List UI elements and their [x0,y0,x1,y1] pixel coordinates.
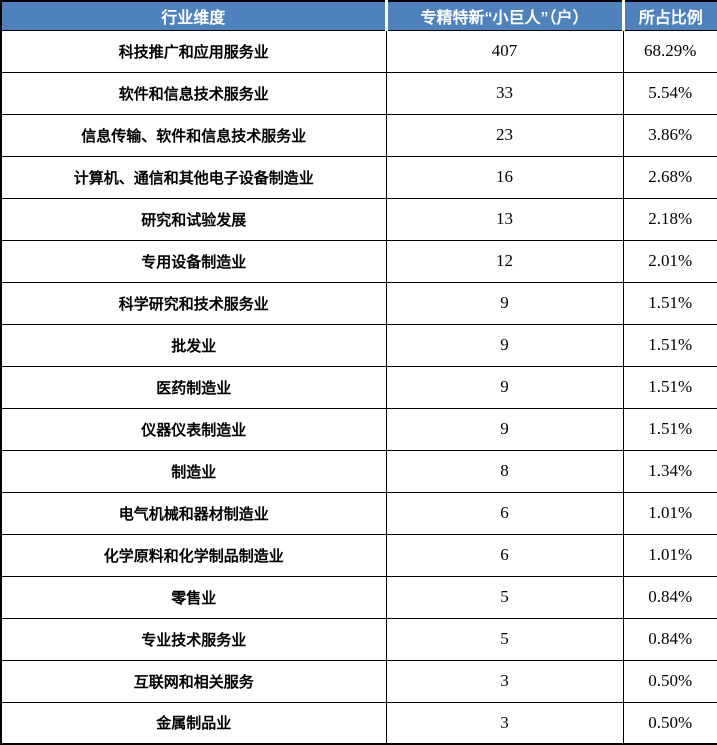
table-row: 电气机械和器材制造业 6 1.01% [0,491,717,535]
cell-count: 8 [385,449,624,493]
cell-count: 13 [385,197,624,241]
cell-count: 33 [385,71,624,115]
cell-industry: 专用设备制造业 [0,239,387,283]
cell-count: 3 [385,701,624,745]
cell-industry: 电气机械和器材制造业 [0,491,387,535]
cell-industry: 仪器仪表制造业 [0,407,387,451]
header-row: 行业维度 专精特新“小巨人”（户） 所占比例 [0,0,717,31]
cell-count: 6 [385,491,624,535]
header-little-giant-count: 专精特新“小巨人”（户） [384,0,624,31]
table-row: 金属制品业 3 0.50% [0,701,717,745]
table-body: 科技推广和应用服务业 407 68.29% 软件和信息技术服务业 33 5.54% 信息传输… [0,29,717,745]
cell-industry: 零售业 [0,575,387,619]
cell-ratio: 2.68% [622,155,717,199]
table-row: 仪器仪表制造业 9 1.51% [0,407,717,451]
table-row: 专用设备制造业 12 2.01% [0,239,717,283]
cell-ratio: 1.51% [622,365,717,409]
cell-industry: 计算机、通信和其他电子设备制造业 [0,155,387,199]
table-row: 计算机、通信和其他电子设备制造业 16 2.68% [0,155,717,199]
cell-ratio: 1.51% [622,281,717,325]
header-ratio: 所占比例 [621,0,717,31]
table-row: 医药制造业 9 1.51% [0,365,717,409]
cell-industry: 制造业 [0,449,387,493]
cell-ratio: 5.54% [622,71,717,115]
cell-ratio: 0.84% [622,575,717,619]
cell-ratio: 1.01% [622,533,717,577]
cell-ratio: 68.29% [622,29,717,73]
cell-count: 9 [385,365,624,409]
table-row: 软件和信息技术服务业 33 5.54% [0,71,717,115]
cell-industry: 批发业 [0,323,387,367]
cell-ratio: 1.51% [622,323,717,367]
table-row: 专业技术服务业 5 0.84% [0,617,717,661]
cell-industry: 医药制造业 [0,365,387,409]
cell-industry: 信息传输、软件和信息技术服务业 [0,113,387,157]
cell-ratio: 0.50% [622,701,717,745]
table-row: 互联网和相关服务 3 0.50% [0,659,717,703]
cell-industry: 金属制品业 [0,701,387,745]
table-row: 零售业 5 0.84% [0,575,717,619]
cell-ratio: 1.01% [622,491,717,535]
cell-industry: 专业技术服务业 [0,617,387,661]
table-row: 科技推广和应用服务业 407 68.29% [0,29,717,73]
header-industry-dimension: 行业维度 [0,0,387,31]
table-row: 批发业 9 1.51% [0,323,717,367]
cell-count: 9 [385,323,624,367]
cell-count: 23 [385,113,624,157]
cell-ratio: 0.50% [622,659,717,703]
cell-industry: 科学研究和技术服务业 [0,281,387,325]
cell-industry: 互联网和相关服务 [0,659,387,703]
table-row: 化学原料和化学制品制造业 6 1.01% [0,533,717,577]
cell-count: 5 [385,617,624,661]
cell-count: 9 [385,407,624,451]
table-row: 制造业 8 1.34% [0,449,717,493]
cell-count: 9 [385,281,624,325]
cell-industry: 化学原料和化学制品制造业 [0,533,387,577]
cell-count: 6 [385,533,624,577]
cell-ratio: 3.86% [622,113,717,157]
table-row: 信息传输、软件和信息技术服务业 23 3.86% [0,113,717,157]
cell-ratio: 2.18% [622,197,717,241]
cell-industry: 软件和信息技术服务业 [0,71,387,115]
cell-ratio: 1.34% [622,449,717,493]
cell-ratio: 1.51% [622,407,717,451]
cell-count: 12 [385,239,624,283]
cell-count: 5 [385,575,624,619]
table-row: 研究和试验发展 13 2.18% [0,197,717,241]
cell-count: 407 [385,29,624,73]
cell-count: 3 [385,659,624,703]
cell-ratio: 2.01% [622,239,717,283]
cell-ratio: 0.84% [622,617,717,661]
cell-industry: 研究和试验发展 [0,197,387,241]
cell-industry: 科技推广和应用服务业 [0,29,387,73]
cell-count: 16 [385,155,624,199]
table-row: 科学研究和技术服务业 9 1.51% [0,281,717,325]
